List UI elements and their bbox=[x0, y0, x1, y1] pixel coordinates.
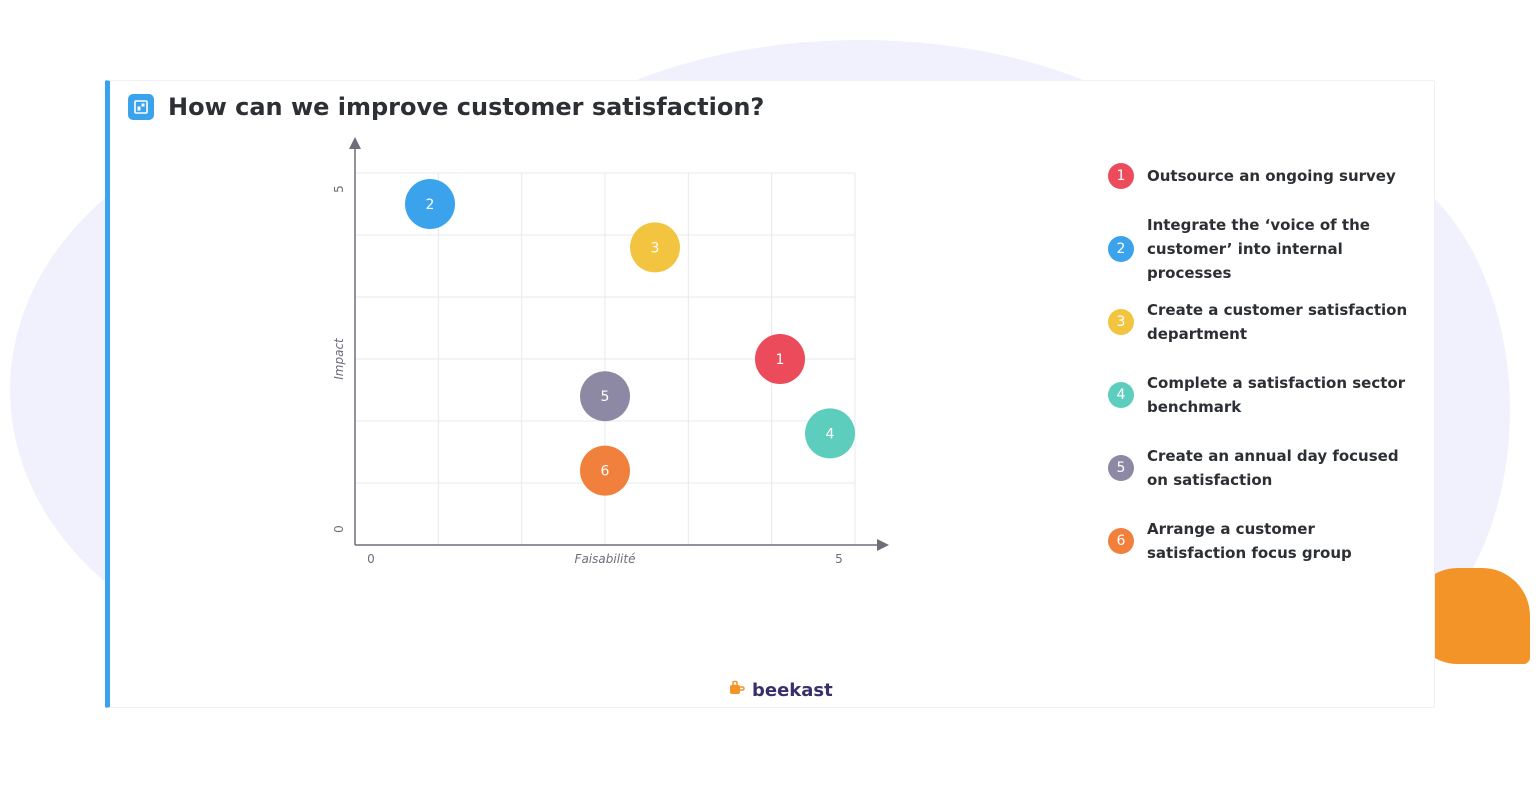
brand: beekast bbox=[728, 679, 833, 701]
legend-item: 1 Outsource an ongoing survey bbox=[1108, 139, 1418, 212]
scatter-point bbox=[580, 445, 630, 496]
legend-label: Create an annual day focused on satisfac… bbox=[1147, 446, 1399, 489]
point-label: 3 bbox=[651, 240, 660, 256]
point-label: 1 bbox=[776, 352, 785, 368]
point-label: 4 bbox=[826, 426, 835, 442]
title-row: How can we improve customer satisfaction… bbox=[128, 93, 764, 121]
x-tick-label: 5 bbox=[835, 552, 843, 566]
y-tick-label: 5 bbox=[332, 185, 346, 193]
x-axis-arrow bbox=[877, 539, 889, 551]
legend-number-badge: 2 bbox=[1108, 235, 1134, 262]
slide-title: How can we improve customer satisfaction… bbox=[168, 93, 765, 121]
legend-number-badge: 3 bbox=[1108, 308, 1134, 335]
legend-number-badge: 6 bbox=[1108, 527, 1134, 554]
legend-item: 5 Create an annual day focused on satisfa… bbox=[1108, 431, 1418, 504]
beekast-logo-icon bbox=[728, 679, 746, 701]
legend-number-badge: 5 bbox=[1108, 454, 1134, 481]
y-axis-title: Impact bbox=[332, 337, 346, 380]
brand-name: beekast bbox=[752, 679, 833, 701]
legend-label: Complete a satisfaction sector benchmark bbox=[1147, 373, 1406, 416]
y-axis-arrow bbox=[349, 137, 361, 149]
scatter-point bbox=[630, 222, 680, 273]
x-axis-title: Faisabilité bbox=[575, 552, 636, 566]
matrix-icon bbox=[128, 94, 154, 120]
legend-label: Outsource an ongoing survey bbox=[1147, 166, 1396, 185]
legend-number-badge: 1 bbox=[1108, 162, 1134, 189]
x-tick-label: 0 bbox=[367, 552, 375, 566]
legend-item: 4 Complete a satisfaction sector benchmar… bbox=[1108, 358, 1418, 431]
point-label: 5 bbox=[601, 389, 610, 405]
legend-item: 3 Create a customer satisfaction departme… bbox=[1108, 285, 1418, 358]
legend-item: 2 Integrate the ‘voice of the customer’ i… bbox=[1108, 212, 1418, 285]
scatter-point bbox=[580, 371, 630, 422]
point-label: 6 bbox=[601, 464, 610, 480]
slide-card: How can we improve customer satisfaction… bbox=[105, 80, 1435, 708]
legend-item: 6 Arrange a customer satisfaction focus g… bbox=[1108, 504, 1418, 577]
legend: 1 Outsource an ongoing survey 2 Integrate t… bbox=[1108, 139, 1418, 577]
scatter-point bbox=[405, 179, 455, 229]
legend-label: Arrange a customer satisfaction focus gr… bbox=[1147, 519, 1352, 562]
legend-label: Integrate the ‘voice of the customer’ in… bbox=[1147, 215, 1370, 282]
scatter-point bbox=[755, 334, 805, 384]
legend-label: Create a customer satisfaction departmen… bbox=[1147, 300, 1408, 343]
y-tick-label: 0 bbox=[332, 525, 346, 533]
legend-number-badge: 4 bbox=[1108, 381, 1134, 408]
scatter-chart: 0 5 0 5 Faisabilité Impact 1 2 3 4 5 6 bbox=[332, 137, 889, 566]
point-label: 2 bbox=[426, 197, 435, 213]
scatter-point bbox=[805, 408, 855, 459]
